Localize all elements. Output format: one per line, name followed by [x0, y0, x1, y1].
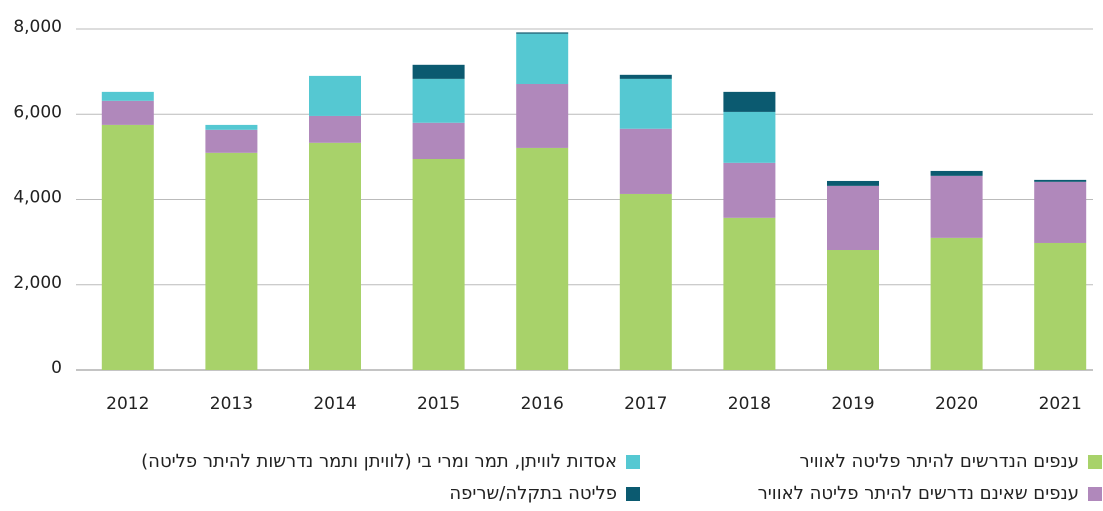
- bar-segment: [516, 83, 569, 148]
- bar-segment: [516, 33, 569, 84]
- legend-swatch: [626, 487, 640, 501]
- bar-segment: [516, 147, 569, 370]
- y-tick-label: 8,000: [13, 17, 62, 37]
- y-tick-label: 0: [51, 358, 62, 378]
- bar-segment: [827, 180, 879, 186]
- x-tick-label: 2018: [728, 394, 771, 414]
- x-tick-label: 2019: [831, 394, 874, 414]
- bar-segment: [930, 175, 983, 238]
- bar-segment: [1034, 179, 1087, 182]
- x-tick-label: 2014: [313, 394, 356, 414]
- x-tick-label: 2012: [106, 394, 149, 414]
- x-tick-label: 2013: [210, 394, 253, 414]
- bar-segment: [723, 91, 776, 112]
- y-tick-label: 6,000: [13, 102, 62, 122]
- x-tick-label: 2016: [521, 394, 564, 414]
- bar-segment: [619, 128, 672, 194]
- bar-segment: [309, 75, 361, 116]
- bar-segment: [619, 78, 672, 129]
- bar-segment: [205, 129, 258, 153]
- y-tick-label: 2,000: [13, 273, 62, 293]
- legend-label: ענפים שאינם נדרשים להיתר פליטה לאוויר: [758, 483, 1079, 504]
- bar-segment: [309, 142, 361, 370]
- bar-segment: [619, 193, 672, 370]
- bar-segment: [930, 237, 983, 370]
- bar-segment: [619, 74, 672, 79]
- bar-segment: [205, 124, 258, 130]
- bar-segment: [1034, 181, 1087, 243]
- legend-label: ענפים הנדרשים להיתר פליטה לאוויר: [800, 451, 1079, 472]
- legend-swatch: [1088, 455, 1102, 469]
- bar-segment: [412, 159, 465, 370]
- bar-segment: [101, 124, 154, 370]
- legend-label: אסדות לוויתן, תמר ומרי בי (לוויתן ותמר נ…: [141, 451, 617, 472]
- bar-segment: [205, 152, 258, 370]
- x-tick-label: 2017: [624, 394, 667, 414]
- bar-segment: [723, 111, 776, 163]
- legend-swatch: [626, 455, 640, 469]
- bar-segment: [101, 100, 154, 125]
- bar-segment: [930, 170, 983, 176]
- x-tick-label: 2020: [935, 394, 978, 414]
- bar-segment: [309, 115, 361, 143]
- bar-segment: [412, 64, 465, 79]
- bar-segment: [1034, 242, 1087, 370]
- bar-segment: [723, 217, 776, 370]
- y-tick-label: 4,000: [13, 188, 62, 208]
- bar-segment: [101, 91, 154, 101]
- bar-segment: [516, 32, 569, 34]
- x-tick-label: 2021: [1039, 394, 1082, 414]
- bar-segment: [723, 162, 776, 218]
- legend-swatch: [1088, 487, 1102, 501]
- bar-segment: [412, 122, 465, 160]
- bar-segment: [827, 250, 879, 370]
- x-tick-label: 2015: [417, 394, 460, 414]
- legend-label: פליטה בתקלה/שריפה: [449, 483, 617, 504]
- bar-segment: [827, 185, 879, 251]
- bar-segment: [412, 78, 465, 123]
